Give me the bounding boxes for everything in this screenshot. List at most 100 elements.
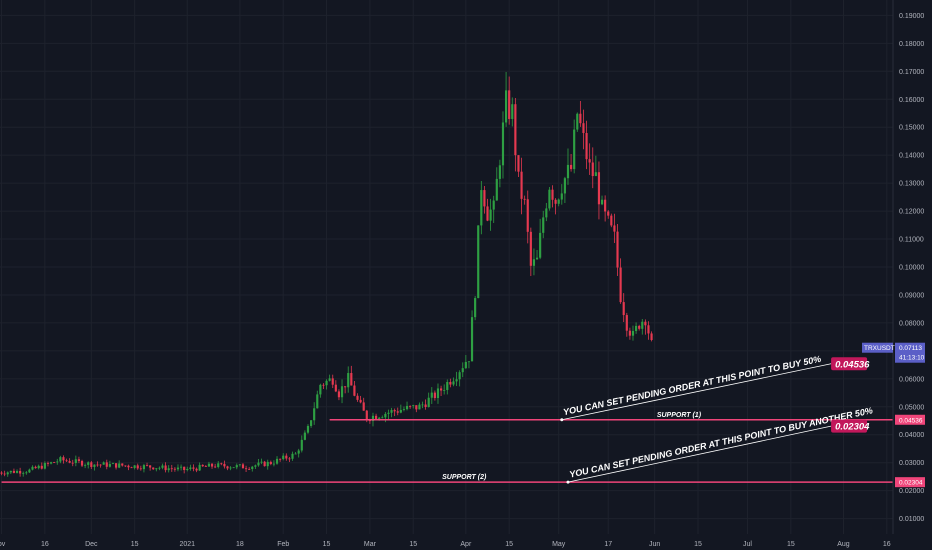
- candle-body: [49, 462, 53, 464]
- candle-body: [644, 321, 647, 326]
- candle-body: [619, 267, 622, 303]
- candle-body: [241, 464, 245, 469]
- candle-body: [393, 410, 396, 412]
- candle-body: [155, 468, 158, 470]
- candle-body: [80, 460, 84, 466]
- candle-body: [625, 315, 628, 331]
- time-tick-label: 16: [883, 541, 891, 548]
- candle-body: [492, 200, 495, 210]
- candle-body: [483, 190, 486, 207]
- candle-body: [467, 361, 471, 363]
- price-tick-label: 0.14000: [899, 153, 924, 160]
- candle-body: [254, 465, 257, 467]
- price-tick-label: 0.13000: [899, 181, 924, 188]
- candle-body: [12, 470, 16, 473]
- candle-body: [573, 129, 576, 170]
- candle-body: [557, 199, 560, 204]
- support-label-2: SUPPORT (2): [442, 474, 487, 481]
- candle-body: [365, 410, 368, 421]
- candle-body: [139, 468, 142, 470]
- candle-body: [84, 464, 87, 466]
- candle-body: [220, 463, 223, 465]
- candle-body: [439, 388, 443, 391]
- candle-body: [279, 458, 282, 460]
- price-tick-label: 0.04000: [899, 432, 924, 439]
- candle-body: [511, 104, 514, 119]
- candle-body: [130, 467, 133, 469]
- candle-body: [489, 209, 492, 221]
- candle-body: [19, 470, 22, 474]
- candle-body: [167, 468, 170, 471]
- candle-body: [102, 462, 105, 465]
- candle-body: [436, 388, 440, 399]
- candle-body: [40, 465, 43, 469]
- candle-body: [563, 178, 566, 194]
- candle-body: [542, 217, 545, 233]
- candle-body: [464, 362, 467, 369]
- price-tick-label: 0.06000: [899, 376, 924, 383]
- candle-body: [248, 468, 251, 470]
- candle-body: [628, 330, 631, 336]
- candle-body: [25, 472, 28, 474]
- candle-body: [244, 468, 248, 470]
- support-lines: [1, 363, 893, 484]
- candle-body: [189, 467, 192, 469]
- candle-body: [111, 463, 115, 465]
- candle-body: [359, 399, 362, 403]
- candle-body: [226, 466, 229, 469]
- candle-body: [223, 463, 226, 467]
- candle-body: [579, 113, 582, 124]
- candle-body: [96, 464, 99, 466]
- time-tick-label: Jun: [649, 541, 660, 548]
- price-tick-label: 0.17000: [899, 69, 924, 76]
- candle-body: [68, 461, 71, 463]
- candle-body: [529, 231, 532, 266]
- candle-body: [362, 402, 365, 411]
- candles: [0, 72, 653, 477]
- time-tick-label: 15: [787, 541, 795, 548]
- candle-body: [145, 465, 149, 466]
- candle-body: [198, 464, 201, 471]
- candle-body: [325, 380, 328, 386]
- ticker-symbol: TRXUSDT: [864, 345, 895, 352]
- candle-body: [340, 386, 344, 398]
- candle-body: [610, 215, 613, 226]
- candle-body: [396, 411, 399, 413]
- time-tick-label: 15: [409, 541, 417, 548]
- candle-body: [616, 231, 619, 268]
- candle-body: [152, 467, 155, 470]
- note-line-1: [561, 363, 832, 421]
- time-axis[interactable]: ov 16 Dec 15 2021 18 Feb 15 Mar 15 Apr 15 May 17 Jun 15…: [0, 541, 891, 548]
- time-tick-label: 15: [323, 541, 331, 548]
- candle-body: [331, 378, 334, 385]
- candle-body: [600, 199, 604, 205]
- candle-body: [297, 450, 300, 454]
- candle-body: [520, 171, 523, 199]
- candle-body: [176, 467, 180, 470]
- candle-body: [294, 453, 297, 455]
- candle-body: [622, 302, 625, 316]
- candle-body: [121, 463, 124, 466]
- note-anchor-1: [560, 418, 564, 422]
- candle-body: [570, 164, 573, 170]
- candle-body: [164, 465, 167, 471]
- candle-body: [158, 467, 161, 469]
- candle-body: [409, 405, 412, 407]
- price-tick-label: 0.16000: [899, 97, 924, 104]
- candle-body: [443, 389, 446, 391]
- axis-badge-1: 0.04536: [899, 417, 923, 424]
- candle-body: [399, 409, 402, 413]
- candle-body: [402, 409, 406, 410]
- candle-body: [65, 460, 68, 462]
- candle-body: [288, 458, 291, 460]
- candle-body: [179, 466, 183, 468]
- candle-body: [195, 468, 198, 471]
- candle-body: [170, 468, 173, 470]
- candle-body: [34, 466, 37, 469]
- candle-body: [585, 132, 588, 160]
- candle-body: [631, 331, 635, 336]
- candle-body: [22, 472, 25, 474]
- candle-body: [217, 463, 220, 468]
- axis-badge-2: 0.02304: [899, 480, 923, 487]
